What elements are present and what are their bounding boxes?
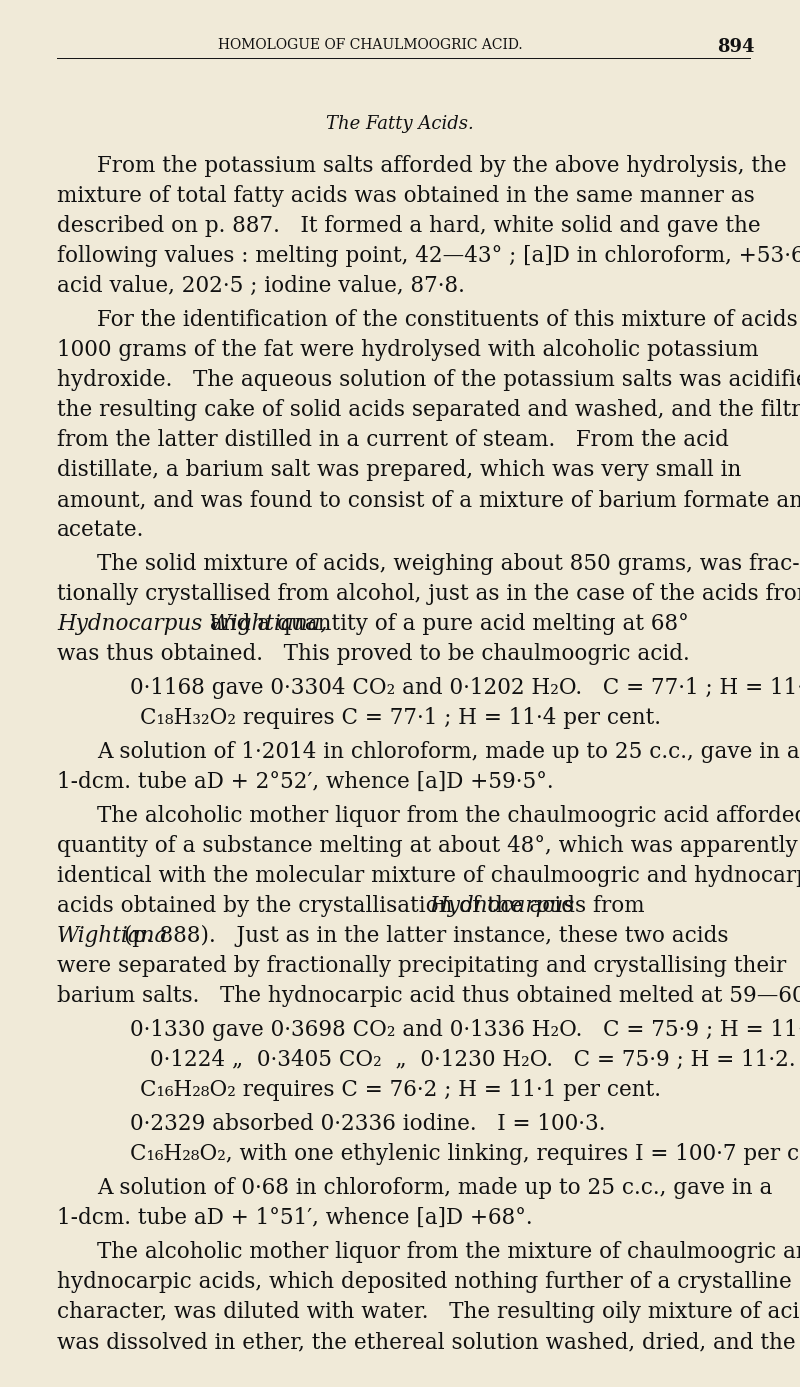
Text: was thus obtained.   This proved to be chaulmoogric acid.: was thus obtained. This proved to be cha… [57, 644, 690, 664]
Text: quantity of a substance melting at about 48°, which was apparently: quantity of a substance melting at about… [57, 835, 798, 857]
Text: were separated by fractionally precipitating and crystallising their: were separated by fractionally precipita… [57, 956, 786, 976]
Text: mixture of total fatty acids was obtained in the same manner as: mixture of total fatty acids was obtaine… [57, 184, 754, 207]
Text: 1-dcm. tube aD + 1°51′, whence [a]D +68°.: 1-dcm. tube aD + 1°51′, whence [a]D +68°… [57, 1207, 533, 1229]
Text: 0·1330 gave 0·3698 CO₂ and 0·1336 H₂O.   C = 75·9 ; H = 11·2.: 0·1330 gave 0·3698 CO₂ and 0·1336 H₂O. C… [130, 1019, 800, 1042]
Text: described on p. 887.   It formed a hard, white solid and gave the: described on p. 887. It formed a hard, w… [57, 215, 761, 237]
Text: C₁₆H₂₈O₂ requires C = 76·2 ; H = 11·1 per cent.: C₁₆H₂₈O₂ requires C = 76·2 ; H = 11·1 pe… [139, 1079, 661, 1101]
Text: 0·1168 gave 0·3304 CO₂ and 0·1202 H₂O.   C = 77·1 ; H = 11·5.: 0·1168 gave 0·3304 CO₂ and 0·1202 H₂O. C… [130, 677, 800, 699]
Text: The Fatty Acids.: The Fatty Acids. [326, 115, 474, 133]
Text: 894: 894 [718, 37, 755, 55]
Text: 0·1224 „  0·3405 CO₂  „  0·1230 H₂O.   C = 75·9 ; H = 11·2.: 0·1224 „ 0·3405 CO₂ „ 0·1230 H₂O. C = 75… [150, 1049, 796, 1071]
Text: The solid mixture of acids, weighing about 850 grams, was frac-: The solid mixture of acids, weighing abo… [97, 553, 800, 576]
Text: (p. 888).   Just as in the latter instance, these two acids: (p. 888). Just as in the latter instance… [117, 925, 728, 947]
Text: HOMOLOGUE OF CHAULMOOGRIC ACID.: HOMOLOGUE OF CHAULMOOGRIC ACID. [218, 37, 522, 51]
Text: Wightiana: Wightiana [57, 925, 168, 947]
Text: C₁₆H₂₈O₂, with one ethylenic linking, requires I = 100·7 per cent.: C₁₆H₂₈O₂, with one ethylenic linking, re… [130, 1143, 800, 1165]
Text: 1000 grams of the fat were hydrolysed with alcoholic potassium: 1000 grams of the fat were hydrolysed wi… [57, 338, 758, 361]
Text: The alcoholic mother liquor from the chaulmoogric acid afforded a: The alcoholic mother liquor from the cha… [97, 804, 800, 827]
Text: acetate.: acetate. [57, 519, 144, 541]
Text: A solution of 1·2014 in chloroform, made up to 25 c.c., gave in a: A solution of 1·2014 in chloroform, made… [97, 741, 800, 763]
Text: Hydnocarpus: Hydnocarpus [430, 895, 574, 917]
Text: 0·2329 absorbed 0·2336 iodine.   I = 100·3.: 0·2329 absorbed 0·2336 iodine. I = 100·3… [130, 1112, 606, 1135]
Text: A solution of 0·68 in chloroform, made up to 25 c.c., gave in a: A solution of 0·68 in chloroform, made u… [97, 1178, 772, 1198]
Text: Hydnocarpus Wightiana,: Hydnocarpus Wightiana, [57, 613, 327, 635]
Text: distillate, a barium salt was prepared, which was very small in: distillate, a barium salt was prepared, … [57, 459, 742, 481]
Text: the resulting cake of solid acids separated and washed, and the filtrate: the resulting cake of solid acids separa… [57, 399, 800, 422]
Text: For the identification of the constituents of this mixture of acids: For the identification of the constituen… [97, 309, 798, 331]
Text: hydroxide.   The aqueous solution of the potassium salts was acidified,: hydroxide. The aqueous solution of the p… [57, 369, 800, 391]
Text: tionally crystallised from alcohol, just as in the case of the acids from: tionally crystallised from alcohol, just… [57, 583, 800, 605]
Text: From the potassium salts afforded by the above hydrolysis, the: From the potassium salts afforded by the… [97, 155, 786, 178]
Text: barium salts.   The hydnocarpic acid thus obtained melted at 59—60°.: barium salts. The hydnocarpic acid thus … [57, 985, 800, 1007]
Text: and a quantity of a pure acid melting at 68°: and a quantity of a pure acid melting at… [203, 613, 689, 635]
Text: following values : melting point, 42—43° ; [a]D in chloroform, +53·6° ;: following values : melting point, 42—43°… [57, 245, 800, 268]
Text: amount, and was found to consist of a mixture of barium formate and: amount, and was found to consist of a mi… [57, 490, 800, 510]
Text: The alcoholic mother liquor from the mixture of chaulmoogric and: The alcoholic mother liquor from the mix… [97, 1241, 800, 1264]
Text: acids obtained by the crystallisation of the acids from: acids obtained by the crystallisation of… [57, 895, 651, 917]
Text: character, was diluted with water.   The resulting oily mixture of acids: character, was diluted with water. The r… [57, 1301, 800, 1323]
Text: 1-dcm. tube aD + 2°52′, whence [a]D +59·5°.: 1-dcm. tube aD + 2°52′, whence [a]D +59·… [57, 771, 554, 793]
Text: from the latter distilled in a current of steam.   From the acid: from the latter distilled in a current o… [57, 429, 729, 451]
Text: acid value, 202·5 ; iodine value, 87·8.: acid value, 202·5 ; iodine value, 87·8. [57, 275, 465, 297]
Text: hydnocarpic acids, which deposited nothing further of a crystalline: hydnocarpic acids, which deposited nothi… [57, 1270, 792, 1293]
Text: C₁₈H₃₂O₂ requires C = 77·1 ; H = 11·4 per cent.: C₁₈H₃₂O₂ requires C = 77·1 ; H = 11·4 pe… [139, 707, 661, 730]
Text: identical with the molecular mixture of chaulmoogric and hydnocarpic: identical with the molecular mixture of … [57, 865, 800, 888]
Text: was dissolved in ether, the ethereal solution washed, dried, and the: was dissolved in ether, the ethereal sol… [57, 1332, 796, 1352]
